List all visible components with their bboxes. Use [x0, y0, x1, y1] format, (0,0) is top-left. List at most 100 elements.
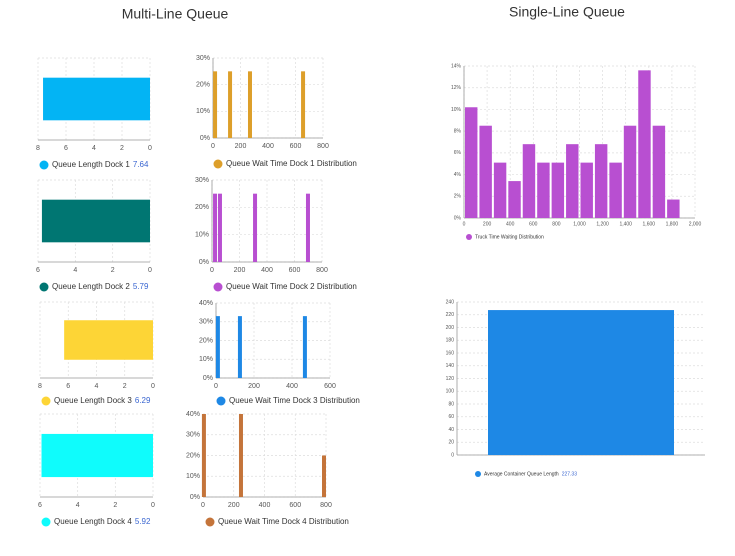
- bar: [215, 316, 220, 378]
- x-tick-label: 0: [148, 267, 152, 274]
- bar: [551, 162, 565, 218]
- x-tick-label: 6: [36, 267, 40, 274]
- y-tick-label: 14%: [451, 63, 462, 69]
- x-tick-label: 400: [286, 383, 298, 390]
- x-tick-label: 0: [151, 383, 155, 390]
- y-tick-label: 0%: [190, 494, 200, 501]
- x-tick-label: 800: [317, 143, 329, 150]
- bar: [479, 125, 492, 218]
- x-tick-label: 0: [201, 502, 205, 509]
- y-tick-label: 10%: [199, 356, 213, 363]
- legend-label: Queue Length Dock 2: [52, 282, 130, 291]
- y-tick-label: 220: [446, 312, 455, 318]
- legend-marker: [41, 396, 51, 406]
- legend-marker: [213, 159, 223, 169]
- x-tick-label: 200: [235, 143, 247, 150]
- y-tick-label: 40%: [186, 411, 200, 418]
- y-tick-label: 20%: [186, 452, 200, 459]
- legend-marker: [216, 396, 226, 406]
- x-tick-label: 400: [261, 267, 273, 274]
- x-tick-label: 200: [248, 383, 260, 390]
- x-tick-label: 600: [529, 221, 538, 227]
- y-tick-label: 30%: [196, 55, 210, 62]
- bar: [213, 71, 218, 138]
- legend-label: Truck Time Waiting Distribution: [475, 234, 544, 240]
- bar: [594, 144, 608, 218]
- bar: [488, 310, 674, 455]
- bar: [609, 162, 622, 218]
- bar: [201, 414, 206, 497]
- y-tick-label: 20: [448, 440, 454, 446]
- x-tick-label: 2,000: [689, 221, 702, 227]
- x-tick-label: 2: [120, 145, 124, 152]
- y-tick-label: 12%: [451, 85, 462, 91]
- y-tick-label: 10%: [195, 232, 209, 239]
- legend-value: 5.92: [135, 517, 151, 526]
- x-tick-label: 600: [290, 143, 302, 150]
- x-tick-label: 4: [76, 502, 80, 509]
- bar: [522, 144, 536, 218]
- y-tick-label: 80: [448, 401, 454, 407]
- section-title: Multi-Line Queue: [122, 6, 229, 22]
- legend-marker: [39, 282, 49, 292]
- y-tick-label: 30%: [199, 319, 213, 326]
- legend-label: Queue Wait Time Dock 4 Distribution: [218, 517, 349, 526]
- bar: [566, 144, 579, 218]
- x-tick-label: 1,000: [573, 221, 586, 227]
- bar: [64, 320, 153, 360]
- legend-value: 7.64: [133, 160, 149, 169]
- x-tick-label: 200: [228, 502, 240, 509]
- bar: [322, 455, 327, 497]
- x-tick-label: 800: [552, 221, 561, 227]
- x-tick-label: 4: [92, 145, 96, 152]
- y-tick-label: 4%: [454, 172, 462, 178]
- x-tick-label: 1,400: [619, 221, 632, 227]
- bar: [213, 193, 218, 262]
- bar: [623, 125, 637, 218]
- x-tick-label: 0: [148, 145, 152, 152]
- x-tick-label: 200: [483, 221, 492, 227]
- y-tick-label: 10%: [196, 108, 210, 115]
- bar: [667, 199, 680, 218]
- x-tick-label: 0: [211, 143, 215, 150]
- y-tick-label: 0%: [200, 135, 210, 142]
- y-tick-label: 120: [446, 376, 455, 382]
- x-tick-label: 600: [289, 267, 301, 274]
- x-tick-label: 8: [36, 145, 40, 152]
- x-tick-label: 1,800: [666, 221, 679, 227]
- legend-marker: [41, 517, 51, 527]
- section-title: Single-Line Queue: [509, 4, 625, 20]
- y-tick-label: 40: [448, 427, 454, 433]
- legend-marker: [475, 471, 481, 477]
- x-tick-label: 1,600: [643, 221, 656, 227]
- bar: [237, 316, 242, 378]
- x-tick-label: 400: [262, 143, 274, 150]
- x-tick-label: 800: [320, 502, 332, 509]
- x-tick-label: 2: [123, 383, 127, 390]
- bar: [43, 77, 150, 121]
- x-tick-label: 600: [289, 502, 301, 509]
- y-tick-label: 10%: [451, 107, 462, 113]
- y-tick-label: 30%: [195, 177, 209, 184]
- x-tick-label: 600: [324, 383, 336, 390]
- y-tick-label: 0%: [203, 375, 213, 382]
- y-tick-label: 200: [446, 325, 455, 331]
- y-tick-label: 160: [446, 350, 455, 356]
- bar: [238, 414, 243, 497]
- x-tick-label: 2: [113, 502, 117, 509]
- x-tick-label: 800: [316, 267, 328, 274]
- legend-marker: [205, 517, 215, 527]
- legend-marker: [213, 282, 223, 292]
- x-tick-label: 2: [111, 267, 115, 274]
- x-tick-label: 6: [38, 502, 42, 509]
- y-tick-label: 40%: [199, 300, 213, 307]
- y-tick-label: 30%: [186, 432, 200, 439]
- x-tick-label: 0: [210, 267, 214, 274]
- x-tick-label: 6: [64, 145, 68, 152]
- legend-label: Average Container Queue Length: [484, 471, 559, 477]
- bar: [537, 162, 550, 218]
- bar: [301, 71, 306, 138]
- legend-value: 227.33: [562, 471, 578, 477]
- x-tick-label: 0: [463, 221, 466, 227]
